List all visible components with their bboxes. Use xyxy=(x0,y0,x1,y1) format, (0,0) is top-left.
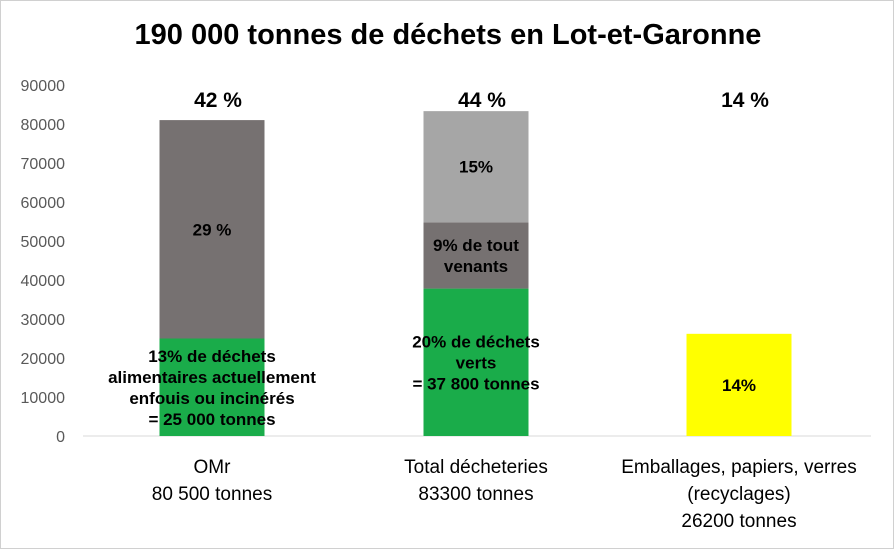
total-percent-label: 42 % xyxy=(194,89,242,112)
total-percent-label: 14 % xyxy=(721,89,769,112)
segment-data-label: 29 % xyxy=(193,220,232,239)
segment-data-label-line: 15% xyxy=(459,158,493,177)
segment-data-label-line: alimentaires actuellement xyxy=(108,368,316,387)
segment-data-label-line: = 37 800 tonnes xyxy=(412,374,539,393)
y-tick-label: 70000 xyxy=(21,156,66,173)
y-tick-label: 10000 xyxy=(21,390,66,407)
y-tick-label: 60000 xyxy=(21,195,66,212)
category-label-line: 83300 tonnes xyxy=(418,484,533,505)
y-tick-label: 30000 xyxy=(21,312,66,329)
segment-data-label-line: venants xyxy=(444,257,508,276)
bar-segment xyxy=(159,338,265,436)
bar-segment xyxy=(686,333,792,436)
segment-data-label-line: 14% xyxy=(722,376,756,395)
segment-data-label-line: 13% de déchets xyxy=(148,347,276,366)
category-label-line: (recyclages) xyxy=(687,484,790,505)
category-label-line: 80 500 tonnes xyxy=(152,484,272,505)
segment-data-label: 14% xyxy=(722,376,756,395)
segment-data-label: 13% de déchets alimentaires actuellement e… xyxy=(108,347,316,429)
segment-data-label-line: = 25 000 tonnes xyxy=(148,410,275,429)
category-label: OMr 80 500 tonnes xyxy=(152,457,272,505)
segment-data-label: 20% de déchets verts = 37 800 tonnes xyxy=(412,332,540,393)
bar-segment xyxy=(159,120,265,339)
category-label-line: Emballages, papiers, verres xyxy=(621,457,857,478)
y-tick-label: 40000 xyxy=(21,273,66,290)
bar-segment xyxy=(423,111,529,223)
bar-segment xyxy=(423,222,529,289)
segment-data-label-line: 9% de tout xyxy=(433,236,519,255)
segment-data-label: 9% de tout venants xyxy=(433,236,519,276)
category-label: Total décheteries 83300 tonnes xyxy=(404,457,548,505)
category-label: Emballages, papiers, verres (recyclages) 2… xyxy=(621,457,857,532)
y-tick-label: 20000 xyxy=(21,351,66,368)
segment-data-label-line: 20% de déchets xyxy=(412,332,540,351)
y-tick-label: 0 xyxy=(56,429,65,446)
category-label-line: OMr xyxy=(194,457,232,478)
y-tick-label: 50000 xyxy=(21,234,66,251)
total-percent-label: 44 % xyxy=(458,89,506,112)
chart-title: 190 000 tonnes de déchets en Lot-et-Garo… xyxy=(134,19,762,51)
segment-data-label-line: verts xyxy=(456,353,497,372)
segment-data-label-line: enfouis ou incinérés xyxy=(129,389,294,408)
bar-segment xyxy=(423,288,529,436)
segment-data-label-line: 29 % xyxy=(193,220,232,239)
y-tick-label: 80000 xyxy=(21,117,66,134)
category-label-line: 26200 tonnes xyxy=(681,511,796,532)
y-tick-label: 90000 xyxy=(21,78,66,95)
category-label-line: Total décheteries xyxy=(404,457,548,478)
segment-data-label: 15% xyxy=(459,158,493,177)
